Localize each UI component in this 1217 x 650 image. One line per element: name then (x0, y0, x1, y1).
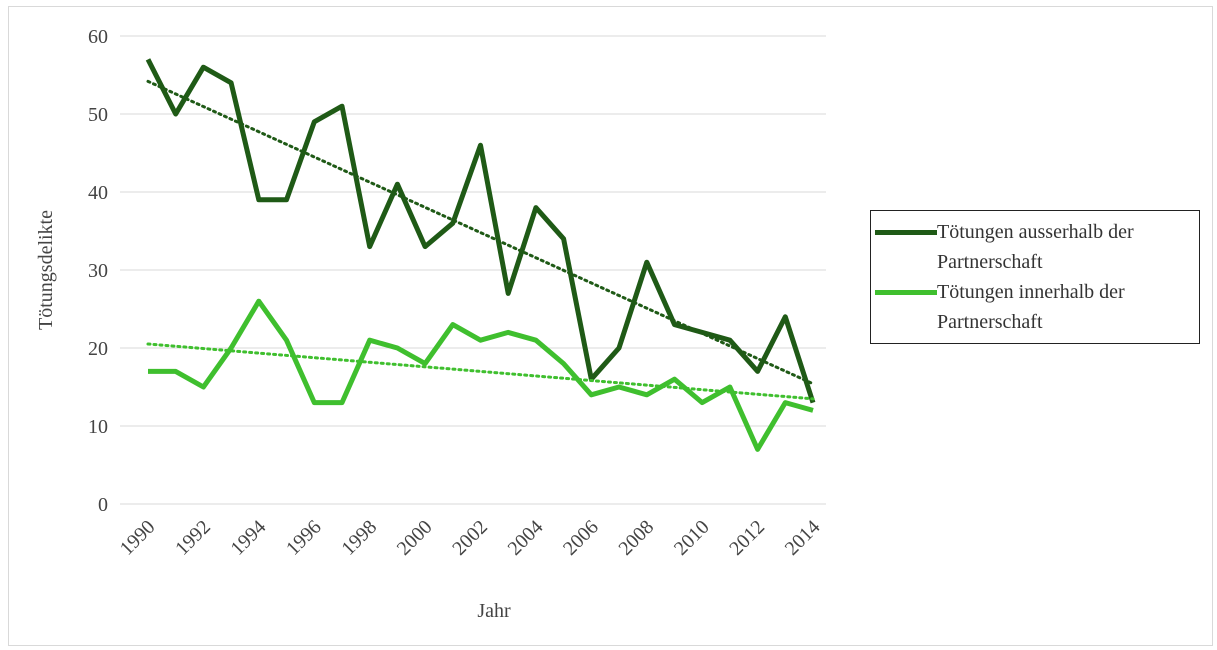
data-line (148, 298, 814, 452)
x-tick-label: 2004 (504, 516, 548, 560)
y-tick-label: 0 (98, 494, 108, 516)
y-tick-label: 10 (88, 416, 108, 438)
legend-swatch (875, 230, 937, 235)
x-tick-label: 2010 (670, 516, 714, 560)
x-tick-label: 1992 (171, 516, 215, 560)
legend-label: Tötungen ausserhalb der Partnerschaft (937, 221, 1134, 273)
legend-label: Tötungen innerhalb der Partnerschaft (937, 281, 1125, 333)
trendline (146, 342, 815, 401)
y-tick-label: 50 (88, 104, 108, 126)
x-tick-label: 1998 (337, 516, 381, 560)
y-axis-label: Tötungsdelikte (35, 210, 57, 330)
legend-swatch (875, 290, 937, 295)
x-axis-label: Jahr (477, 600, 511, 622)
legend: Tötungen ausserhalb der Partnerschaft Töt… (870, 210, 1200, 344)
chart-frame (8, 6, 1213, 646)
x-tick-label: 2006 (559, 516, 603, 560)
y-tick-label: 30 (88, 260, 108, 282)
x-tick-label: 1990 (116, 516, 160, 560)
x-tick-label: 2000 (393, 516, 437, 560)
x-tick-label: 1994 (227, 516, 271, 560)
x-tick-label: 1996 (282, 516, 326, 560)
y-tick-label: 60 (88, 26, 108, 48)
x-tick-label: 2014 (781, 516, 825, 560)
legend-entry: Tötungen innerhalb der Partnerschaft (875, 277, 1195, 337)
y-tick-label: 40 (88, 182, 108, 204)
y-tick-label: 20 (88, 338, 108, 360)
x-tick-label: 2012 (725, 516, 769, 560)
data-line (145, 58, 816, 404)
x-tick-label: 2002 (448, 516, 492, 560)
x-tick-label: 2008 (614, 516, 658, 560)
legend-entry: Tötungen ausserhalb der Partnerschaft (875, 217, 1195, 277)
